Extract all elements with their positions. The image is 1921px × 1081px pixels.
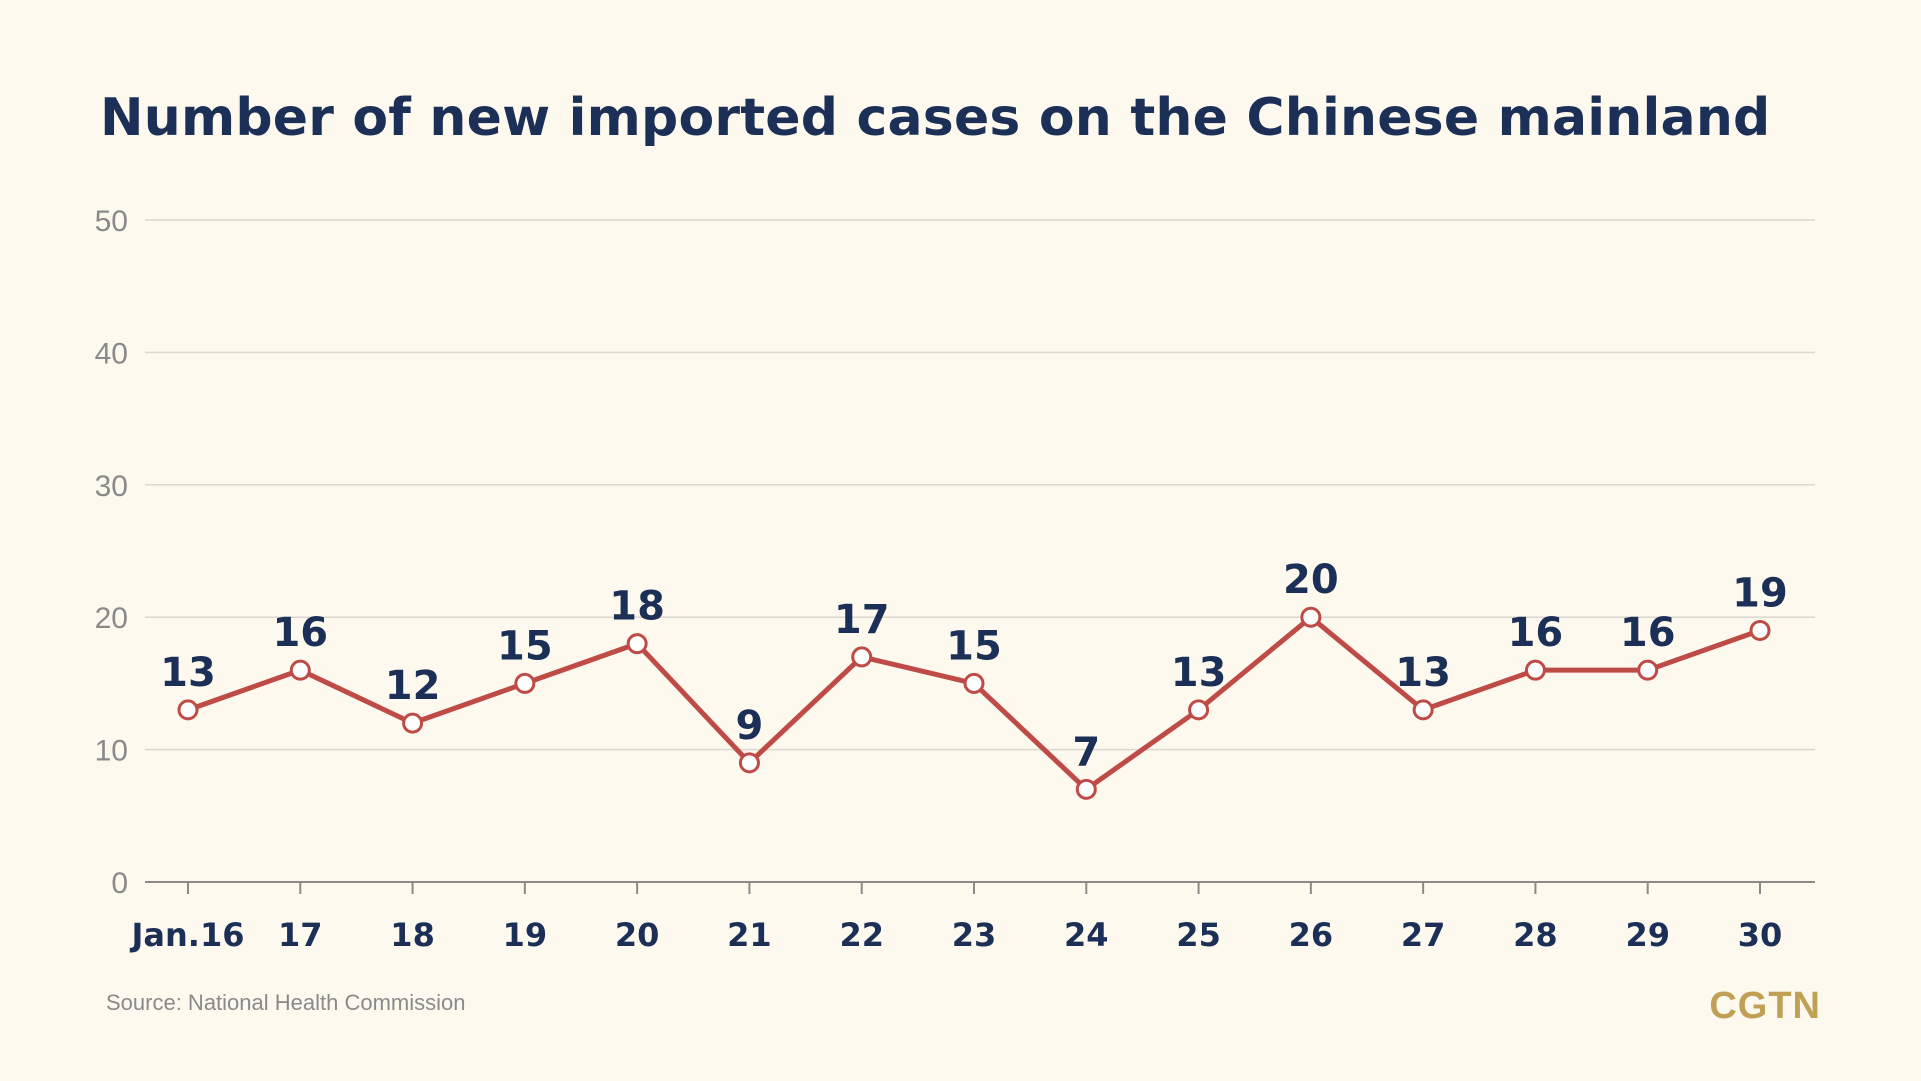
x-tick-label: 25 bbox=[1176, 916, 1221, 954]
x-tick-label: 21 bbox=[727, 916, 772, 954]
data-label: 16 bbox=[1508, 610, 1564, 656]
y-tick-label: 50 bbox=[95, 205, 128, 238]
data-point bbox=[1637, 659, 1659, 681]
x-axis: Jan.16 17 18 19 20 21 22 23 24 25 26 27 28 29 30 bbox=[130, 881, 1815, 954]
data-label: 13 bbox=[160, 650, 216, 696]
x-tick-label: 18 bbox=[390, 916, 435, 954]
chart-title: Number of new imported cases on the Chin… bbox=[100, 88, 1771, 148]
y-tick-label: 0 bbox=[111, 867, 128, 900]
x-tick-label: 26 bbox=[1289, 916, 1334, 954]
x-tick-label: 17 bbox=[278, 916, 323, 954]
data-point bbox=[1412, 699, 1434, 721]
x-tick-label: 23 bbox=[952, 916, 997, 954]
data-label: 16 bbox=[272, 610, 328, 656]
data-point bbox=[514, 672, 536, 694]
data-point bbox=[1188, 699, 1210, 721]
data-point bbox=[626, 633, 648, 655]
x-tick-label: 24 bbox=[1064, 916, 1109, 954]
data-point bbox=[1075, 778, 1097, 800]
y-tick-label: 40 bbox=[95, 337, 128, 370]
data-point bbox=[177, 699, 199, 721]
y-tick-label: 20 bbox=[95, 602, 128, 635]
data-point bbox=[1524, 659, 1546, 681]
x-tick-label: 28 bbox=[1513, 916, 1558, 954]
data-point bbox=[402, 712, 424, 734]
data-label: 13 bbox=[1171, 650, 1227, 696]
x-tick-label: 30 bbox=[1738, 916, 1783, 954]
data-points bbox=[177, 606, 1771, 800]
x-tick-label: 29 bbox=[1625, 916, 1670, 954]
data-label: 16 bbox=[1620, 610, 1676, 656]
data-label: 20 bbox=[1283, 557, 1339, 603]
x-tick-label: 19 bbox=[503, 916, 548, 954]
x-tick-label: Jan.16 bbox=[130, 916, 245, 954]
y-tick-label: 10 bbox=[95, 735, 128, 768]
data-label: 15 bbox=[497, 623, 553, 669]
data-label: 7 bbox=[1072, 729, 1100, 775]
data-label: 17 bbox=[834, 597, 890, 643]
data-label: 18 bbox=[609, 584, 665, 630]
data-label: 13 bbox=[1395, 650, 1451, 696]
data-point bbox=[963, 672, 985, 694]
data-labels: 13 16 12 15 18 9 17 15 7 13 20 13 16 16 19 bbox=[160, 557, 1788, 775]
data-point bbox=[1300, 606, 1322, 628]
data-point bbox=[289, 659, 311, 681]
data-point bbox=[1749, 619, 1771, 641]
y-tick-label: 30 bbox=[95, 470, 128, 503]
source-note: Source: National Health Commission bbox=[106, 990, 466, 1015]
y-axis-ticks: 0 10 20 30 40 50 bbox=[95, 205, 128, 900]
x-tick-label: 20 bbox=[615, 916, 660, 954]
cgtn-logo: CGTN bbox=[1709, 985, 1821, 1027]
x-tick-label: 22 bbox=[839, 916, 884, 954]
grid-lines bbox=[145, 219, 1815, 751]
data-label: 19 bbox=[1732, 570, 1788, 616]
data-point bbox=[738, 752, 760, 774]
data-label: 15 bbox=[946, 623, 1002, 669]
data-point bbox=[851, 646, 873, 668]
x-tick-label: 27 bbox=[1401, 916, 1446, 954]
data-label: 9 bbox=[736, 703, 764, 749]
data-label: 12 bbox=[385, 663, 441, 709]
